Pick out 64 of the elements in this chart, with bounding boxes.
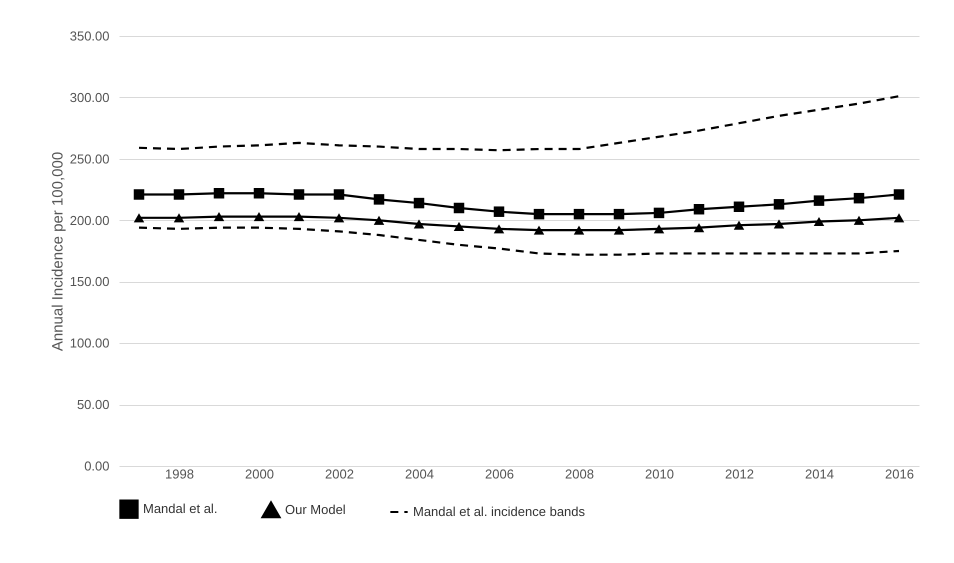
point (774, 199, 784, 210)
point (894, 213, 904, 222)
line-series (138, 226, 900, 256)
y-tick-label: 150.00 (70, 274, 110, 290)
legend-label: Mandal et al. incidence bands (413, 504, 586, 519)
point (454, 222, 464, 231)
point (894, 189, 904, 200)
y-tick-label: 250.00 (70, 151, 110, 166)
point (614, 208, 624, 220)
x-tick-label: 2002 (325, 466, 354, 482)
point (134, 189, 144, 200)
point (694, 204, 704, 214)
point (374, 194, 384, 205)
point (694, 223, 704, 232)
point (374, 216, 384, 225)
x-tick-label: 2012 (725, 466, 754, 482)
x-tick-label: 2016 (885, 466, 914, 482)
point (654, 208, 664, 218)
point (574, 208, 584, 220)
point (214, 212, 224, 222)
point (654, 224, 664, 234)
point (334, 213, 344, 222)
point (294, 189, 304, 200)
point (494, 206, 504, 217)
point (454, 202, 464, 214)
point (174, 213, 184, 222)
x-tick-label: 2000 (245, 466, 274, 482)
y-tick-label: 300.00 (70, 90, 110, 105)
y-tick-label: 0.00 (84, 458, 110, 474)
point (294, 212, 304, 222)
point (814, 216, 824, 226)
line-series (138, 95, 900, 152)
legend-label: Mandal et al. (143, 501, 218, 516)
x-tick-label: 2006 (485, 466, 514, 482)
y-tick-label: 100.00 (70, 336, 110, 351)
point (774, 219, 784, 229)
x-tick-label: 2014 (805, 466, 834, 482)
point (734, 202, 744, 212)
y-axis-title: Annual Incidence per 100,000 (50, 152, 67, 352)
point (534, 208, 544, 220)
x-tick-label: 2008 (565, 466, 594, 482)
x-tick-label: 1998 (165, 466, 194, 482)
point (734, 220, 744, 230)
y-tick-label: 200.00 (70, 212, 110, 228)
point (254, 212, 264, 222)
point (814, 195, 824, 206)
point (494, 224, 504, 234)
point (174, 189, 184, 200)
point (254, 188, 264, 198)
point (414, 198, 424, 208)
point (574, 226, 584, 235)
point (414, 219, 424, 229)
x-tick-label: 2010 (645, 466, 674, 482)
point (854, 192, 864, 204)
point (334, 189, 344, 200)
y-tick-label: 350.00 (70, 28, 110, 44)
point (854, 216, 864, 225)
x-tick-label: 2004 (405, 466, 434, 482)
y-tick-label: 50.00 (76, 397, 110, 412)
point (214, 188, 224, 198)
point (614, 226, 624, 235)
legend-label: Our Model (285, 502, 346, 517)
point (534, 226, 544, 235)
point (134, 213, 144, 222)
